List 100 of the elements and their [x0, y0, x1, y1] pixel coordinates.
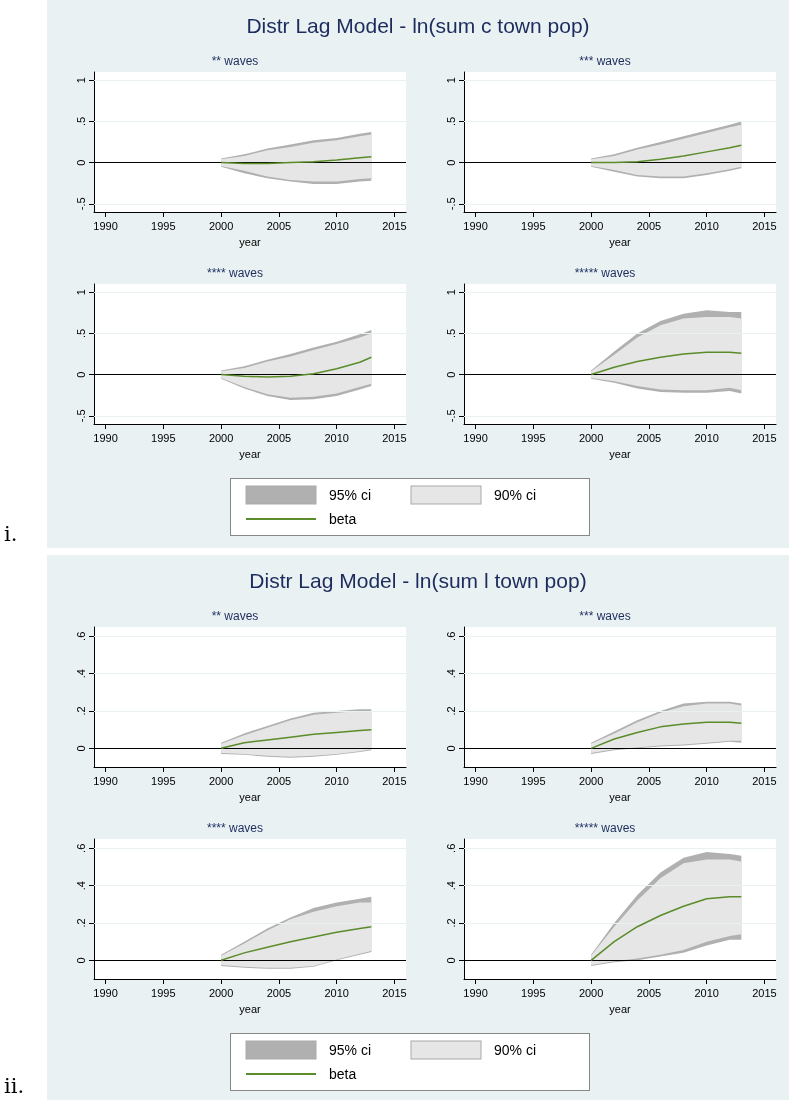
x-tick-label: 2005	[266, 219, 292, 232]
y-tick-label: .6	[444, 843, 457, 853]
y-tick-label: 0	[444, 159, 457, 166]
y-tick-label: .2	[444, 918, 457, 928]
x-tick-label: 2015	[382, 431, 407, 444]
x-axis-title: year	[239, 447, 262, 460]
chart-title: ** waves	[211, 54, 259, 68]
y-tick-label: 0	[74, 371, 87, 378]
x-tick-label: 1995	[521, 986, 546, 999]
y-tick-label: 0	[74, 745, 87, 752]
x-tick-label: 2000	[208, 431, 234, 444]
x-tick-label: 1995	[521, 431, 546, 444]
x-tick-label: 1990	[463, 986, 488, 999]
x-tick-label: 2000	[208, 219, 234, 232]
y-tick-label: 1	[74, 77, 87, 84]
x-tick-label: 2005	[266, 774, 292, 787]
text: Distr Lag Model - ln(sum l town pop)	[248, 569, 588, 593]
x-tick-label: 2005	[266, 986, 292, 999]
y-tick-label: 1	[74, 289, 87, 296]
x-axis-title: year	[239, 235, 262, 248]
x-axis-title: year	[609, 1002, 632, 1015]
y-tick-label: .5	[444, 116, 457, 127]
x-tick-label: 2010	[324, 431, 349, 444]
legend-label: beta	[329, 1066, 357, 1082]
y-tick-label: .6	[444, 631, 457, 641]
x-tick-label: 2010	[694, 986, 719, 999]
y-tick-label: .4	[74, 881, 87, 891]
y-tick-label: .4	[74, 669, 87, 679]
legend-label: beta	[329, 511, 357, 527]
x-tick-label: 2015	[382, 774, 407, 787]
chart-title: ** waves	[211, 609, 259, 623]
x-axis-title: year	[609, 447, 632, 460]
x-tick-label: 2015	[382, 219, 407, 232]
x-tick-label: 2010	[324, 986, 349, 999]
x-tick-label: 1995	[151, 219, 176, 232]
y-tick-label: .6	[74, 631, 87, 641]
x-tick-label: 2005	[636, 431, 662, 444]
x-tick-label: 2010	[694, 431, 719, 444]
x-tick-label: 1995	[521, 774, 546, 787]
x-tick-label: 2005	[636, 774, 662, 787]
x-tick-label: 1995	[151, 774, 176, 787]
x-tick-label: 1990	[93, 431, 118, 444]
chart-title: *** waves	[579, 54, 631, 68]
legend-label: 95% ci	[329, 487, 372, 503]
x-tick-label: 2005	[266, 431, 292, 444]
chart-title: *** waves	[579, 609, 631, 623]
x-tick-label: 2000	[208, 986, 234, 999]
chart-title: ***** waves	[574, 821, 636, 835]
x-tick-label: 1990	[93, 986, 118, 999]
x-axis-title: year	[239, 1002, 262, 1015]
x-tick-label: 2010	[324, 219, 349, 232]
x-tick-label: 2000	[578, 219, 604, 232]
x-tick-label: 2010	[694, 219, 719, 232]
x-tick-label: 2000	[208, 774, 234, 787]
x-axis-title: year	[609, 790, 632, 803]
x-tick-label: 2010	[694, 774, 719, 787]
y-tick-label: .2	[74, 918, 87, 928]
y-tick-label: 0	[444, 745, 457, 752]
y-tick-label: .4	[444, 669, 457, 679]
y-tick-label: 0	[444, 957, 457, 964]
text: Distr Lag Model - ln(sum c town pop)	[245, 14, 591, 38]
y-tick-label: 0	[74, 159, 87, 166]
y-tick-label: .6	[74, 843, 87, 853]
y-tick-label: 0	[444, 371, 457, 378]
x-tick-label: 2015	[752, 774, 777, 787]
legend-label: 90% ci	[494, 1042, 537, 1058]
y-tick-label: .2	[444, 706, 457, 716]
y-tick-label: .2	[74, 706, 87, 716]
y-tick-label: -.5	[444, 197, 457, 211]
x-tick-label: 2000	[578, 774, 604, 787]
y-tick-label: .4	[444, 881, 457, 891]
text: i.	[4, 522, 18, 546]
chart-title: ***** waves	[574, 266, 636, 280]
y-tick-label: 0	[74, 957, 87, 964]
x-tick-label: 2010	[324, 774, 349, 787]
x-tick-label: 1990	[93, 774, 118, 787]
x-tick-label: 2015	[752, 986, 777, 999]
x-tick-label: 2000	[578, 986, 604, 999]
y-tick-label: -.5	[444, 409, 457, 423]
y-tick-label: -.5	[74, 409, 87, 423]
x-tick-label: 1995	[151, 431, 176, 444]
x-tick-label: 2005	[636, 986, 662, 999]
chart-title: **** waves	[206, 266, 264, 280]
x-tick-label: 2000	[578, 431, 604, 444]
y-tick-label: -.5	[74, 197, 87, 211]
x-tick-label: 1990	[93, 219, 118, 232]
y-tick-label: .5	[74, 328, 87, 339]
x-tick-label: 2005	[636, 219, 662, 232]
y-tick-label: 1	[444, 289, 457, 296]
y-tick-label: .5	[444, 328, 457, 339]
x-tick-label: 1990	[463, 774, 488, 787]
x-tick-label: 1990	[463, 219, 488, 232]
x-tick-label: 1995	[151, 986, 176, 999]
y-tick-label: 1	[444, 77, 457, 84]
legend-label: 95% ci	[329, 1042, 372, 1058]
x-tick-label: 1990	[463, 431, 488, 444]
chart-title: **** waves	[206, 821, 264, 835]
x-tick-label: 1995	[521, 219, 546, 232]
y-tick-label: .5	[74, 116, 87, 127]
x-axis-title: year	[239, 790, 262, 803]
